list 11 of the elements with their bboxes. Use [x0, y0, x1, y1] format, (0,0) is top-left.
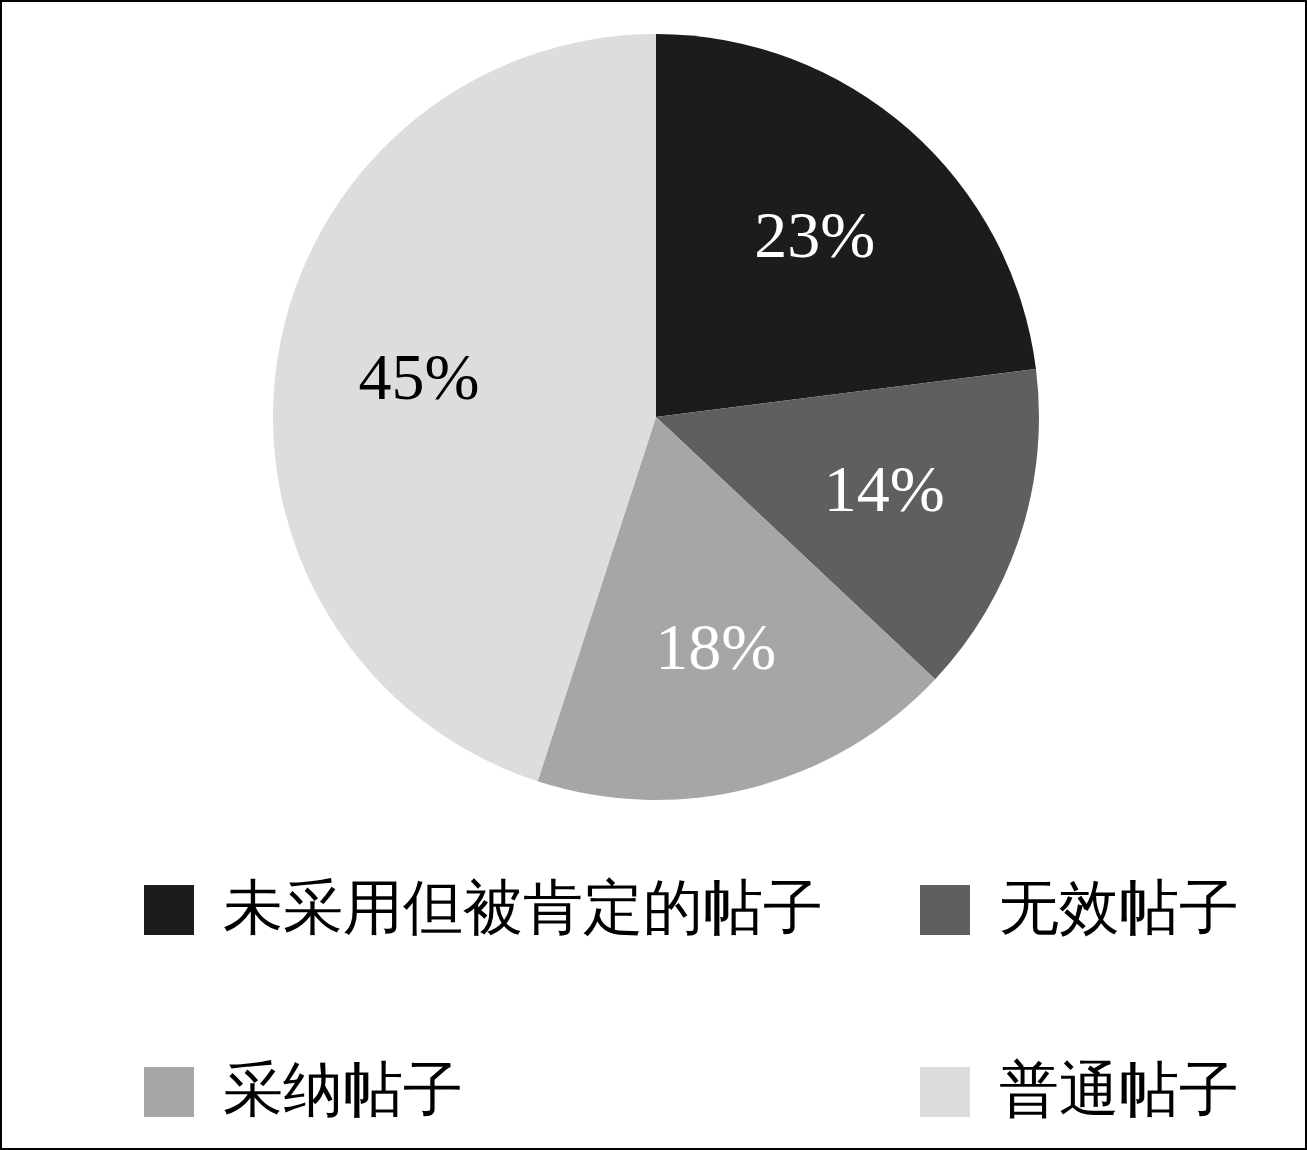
legend-label: 无效帖子: [999, 875, 1239, 941]
data-label: 45%: [358, 340, 480, 414]
pie-slice: [656, 369, 1039, 680]
legend-label: 未采用但被肯定的帖子: [223, 875, 823, 941]
legend-label: 采纳帖子: [223, 1057, 463, 1123]
data-label: 23%: [754, 197, 876, 271]
data-label: 14%: [823, 452, 945, 526]
pie-slice: [656, 34, 1036, 417]
legend-label: 普通帖子: [999, 1057, 1239, 1123]
data-label: 18%: [655, 610, 777, 684]
pie-slice: [273, 34, 656, 782]
